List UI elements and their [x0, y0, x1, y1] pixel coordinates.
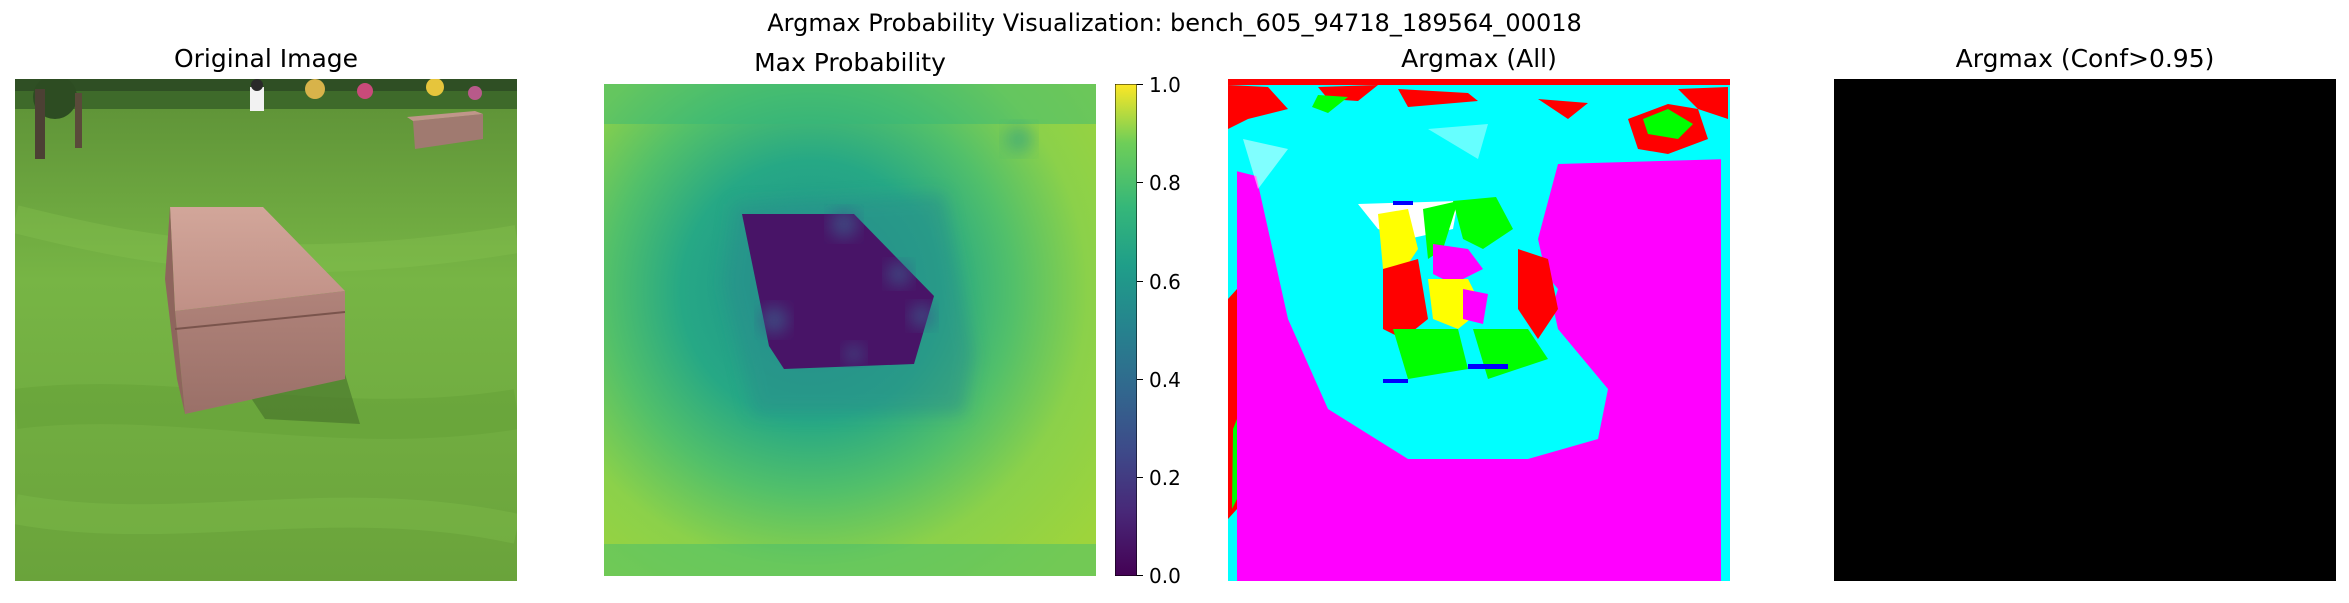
original-image — [15, 79, 517, 581]
colorbar — [1115, 84, 1137, 576]
max-probability-heatmap — [604, 84, 1096, 576]
colorbar-tick-label: 0.4 — [1149, 368, 1181, 392]
argmax-conf-title: Argmax (Conf>0.95) — [1955, 44, 2215, 73]
colorbar-tick-label: 1.0 — [1149, 73, 1181, 97]
colorbar-tick-label: 0.8 — [1149, 171, 1181, 195]
max-probability-title: Max Probability — [754, 48, 946, 77]
figure-suptitle: Argmax Probability Visualization: bench_… — [767, 9, 1582, 37]
argmax-all-segmentation — [1228, 79, 1730, 581]
argmax-conf-segmentation — [1834, 79, 2336, 581]
colorbar-tick-label: 0.0 — [1149, 564, 1181, 588]
colorbar-tick-label: 0.6 — [1149, 270, 1181, 294]
original-image-title: Original Image — [173, 44, 359, 73]
argmax-all-title: Argmax (All) — [1401, 44, 1557, 73]
colorbar-tick-label: 0.2 — [1149, 466, 1181, 490]
